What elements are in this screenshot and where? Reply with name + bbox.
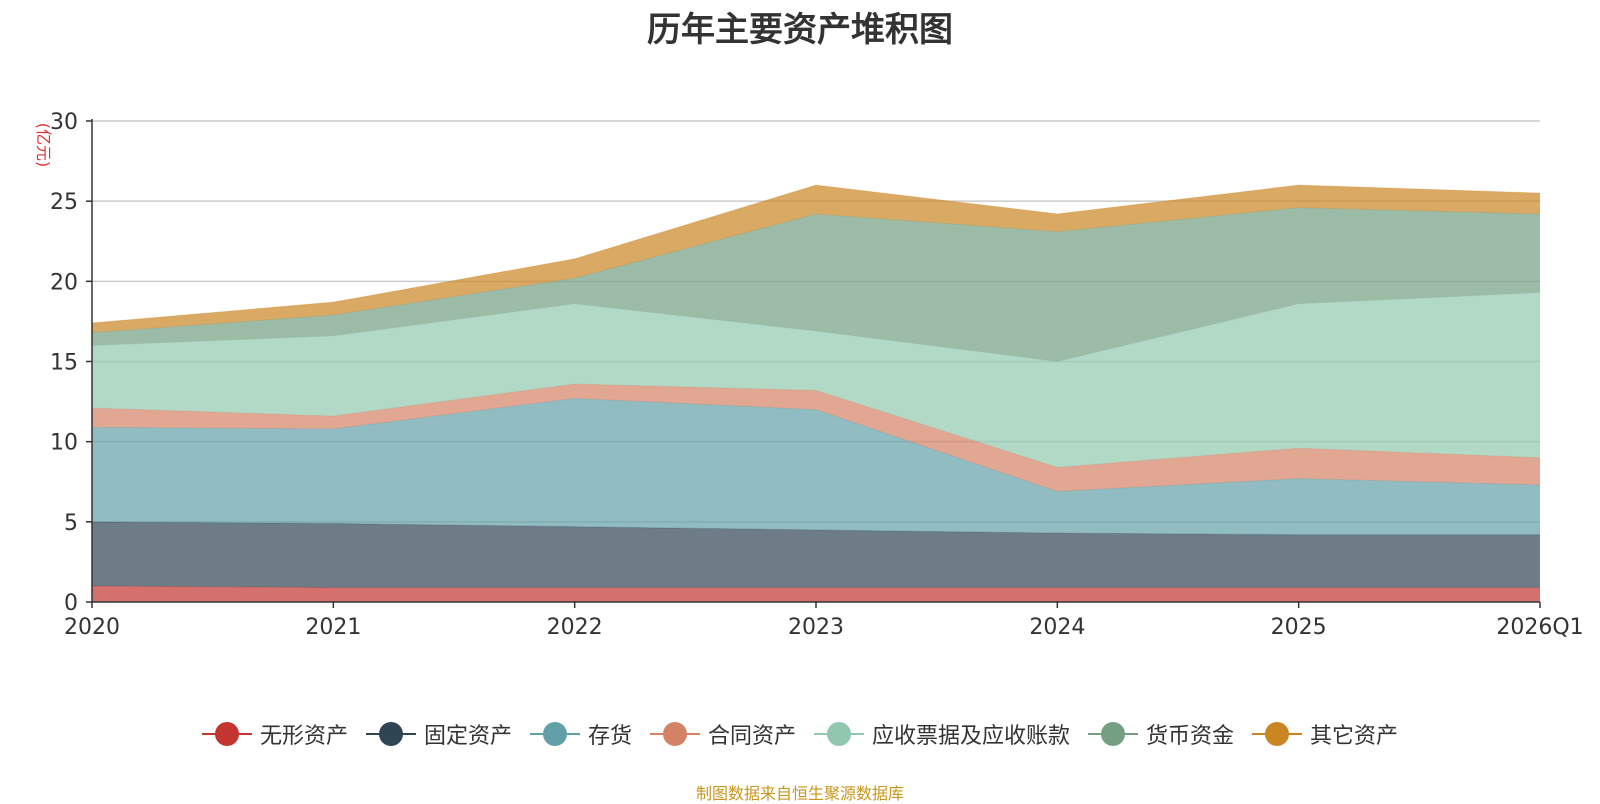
x-tick-label: 2021 — [305, 615, 361, 640]
legend-marker-icon — [529, 722, 580, 746]
chart-title: 历年主要资产堆积图 — [647, 10, 953, 50]
x-tick-label: 2024 — [1029, 615, 1085, 640]
y-axis-unit-label: (亿元) — [34, 123, 53, 168]
area-layer — [91, 184, 1541, 602]
area-series-2[interactable] — [92, 398, 1540, 535]
legend-marker-icon — [814, 722, 864, 746]
area-series-1[interactable] — [92, 521, 1540, 588]
legend-item-1[interactable]: 固定资产 — [365, 718, 512, 750]
x-tick-label: 2020 — [64, 615, 120, 640]
x-tick-label: 2025 — [1271, 615, 1327, 640]
legend-item-6[interactable]: 其它资产 — [1252, 718, 1398, 750]
legend-label: 固定资产 — [423, 724, 512, 749]
legend-item-4[interactable]: 应收票据及应收账款 — [814, 718, 1070, 750]
legend-label: 其它资产 — [1310, 724, 1399, 749]
area-series-0[interactable] — [92, 585, 1540, 602]
y-tick-label: 15 — [50, 351, 78, 376]
legend-label: 合同资产 — [707, 724, 796, 749]
area-series-3[interactable] — [92, 383, 1540, 492]
y-tick-label: 5 — [64, 511, 78, 536]
legend-label: 存货 — [587, 724, 632, 749]
x-tick-label: 2022 — [547, 615, 603, 640]
legend-label: 无形资产 — [259, 724, 348, 749]
y-tick-label: 10 — [50, 431, 78, 456]
area-series-6[interactable] — [92, 185, 1540, 333]
legend-label: 应收票据及应收账款 — [872, 724, 1071, 749]
legend-item-0[interactable]: 无形资产 — [201, 718, 348, 750]
legend-marker-icon — [201, 722, 252, 746]
source-note: 制图数据来自恒生聚源数据库 — [695, 784, 904, 803]
line-series-6 — [91, 184, 1541, 324]
legend-label: 货币资金 — [1146, 724, 1235, 749]
y-tick-label: 20 — [50, 270, 78, 295]
legend-marker-icon — [365, 722, 416, 746]
legend-item-2[interactable]: 存货 — [529, 718, 632, 750]
y-tick-label: 0 — [64, 591, 78, 616]
legend-marker-icon — [649, 722, 700, 746]
x-tick-label: 2023 — [788, 615, 844, 640]
x-tick-label: 2026Q1 — [1496, 615, 1583, 640]
area-series-5[interactable] — [92, 207, 1540, 362]
y-tick-label: 25 — [50, 190, 78, 215]
y-tick-label: 30 — [50, 110, 78, 135]
area-series-4[interactable] — [92, 292, 1540, 468]
legend-marker-icon — [1088, 722, 1139, 746]
legend: 无形资产 固定资产 存货 合同资产 应收票据及应收账款 货币资金 其它资产 — [0, 718, 1600, 750]
legend-item-3[interactable]: 合同资产 — [649, 718, 796, 750]
legend-marker-icon — [1252, 722, 1303, 746]
line-series-4 — [91, 292, 1541, 363]
legend-item-5[interactable]: 货币资金 — [1088, 718, 1234, 750]
